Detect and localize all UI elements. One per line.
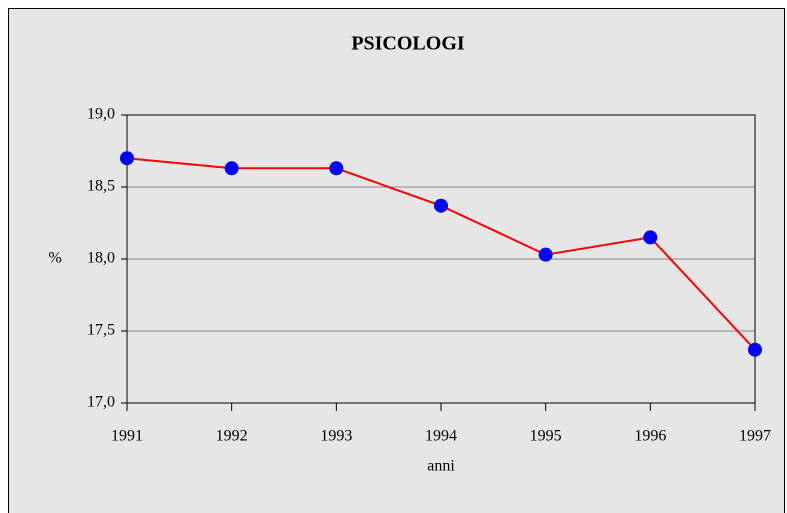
data-point bbox=[120, 151, 134, 166]
x-tick-label: 1991 bbox=[111, 428, 143, 445]
y-tick-label: 18,5 bbox=[87, 178, 115, 195]
x-tick-label: 1996 bbox=[634, 428, 666, 445]
x-tick-label: 1992 bbox=[216, 428, 248, 445]
y-tick-label: 17,0 bbox=[87, 394, 115, 411]
data-point bbox=[224, 161, 239, 176]
data-point bbox=[643, 230, 658, 245]
chart-title: PSICOLOGI bbox=[351, 33, 465, 55]
data-point bbox=[434, 198, 448, 213]
data-point bbox=[329, 161, 344, 176]
data-point bbox=[748, 342, 762, 357]
x-tick-label: 1995 bbox=[530, 428, 562, 445]
y-tick-label: 17,5 bbox=[87, 322, 115, 339]
y-tick-label: 18,0 bbox=[87, 250, 115, 267]
y-tick-label: 19,0 bbox=[87, 106, 115, 123]
data-point bbox=[538, 247, 553, 262]
chart-frame bbox=[8, 8, 785, 513]
y-axis-label: % bbox=[48, 250, 61, 267]
x-tick-label: 1997 bbox=[739, 428, 771, 445]
x-tick-label: 1994 bbox=[425, 428, 457, 445]
x-tick-label: 1993 bbox=[320, 428, 352, 445]
x-axis-label: anni bbox=[427, 458, 455, 475]
